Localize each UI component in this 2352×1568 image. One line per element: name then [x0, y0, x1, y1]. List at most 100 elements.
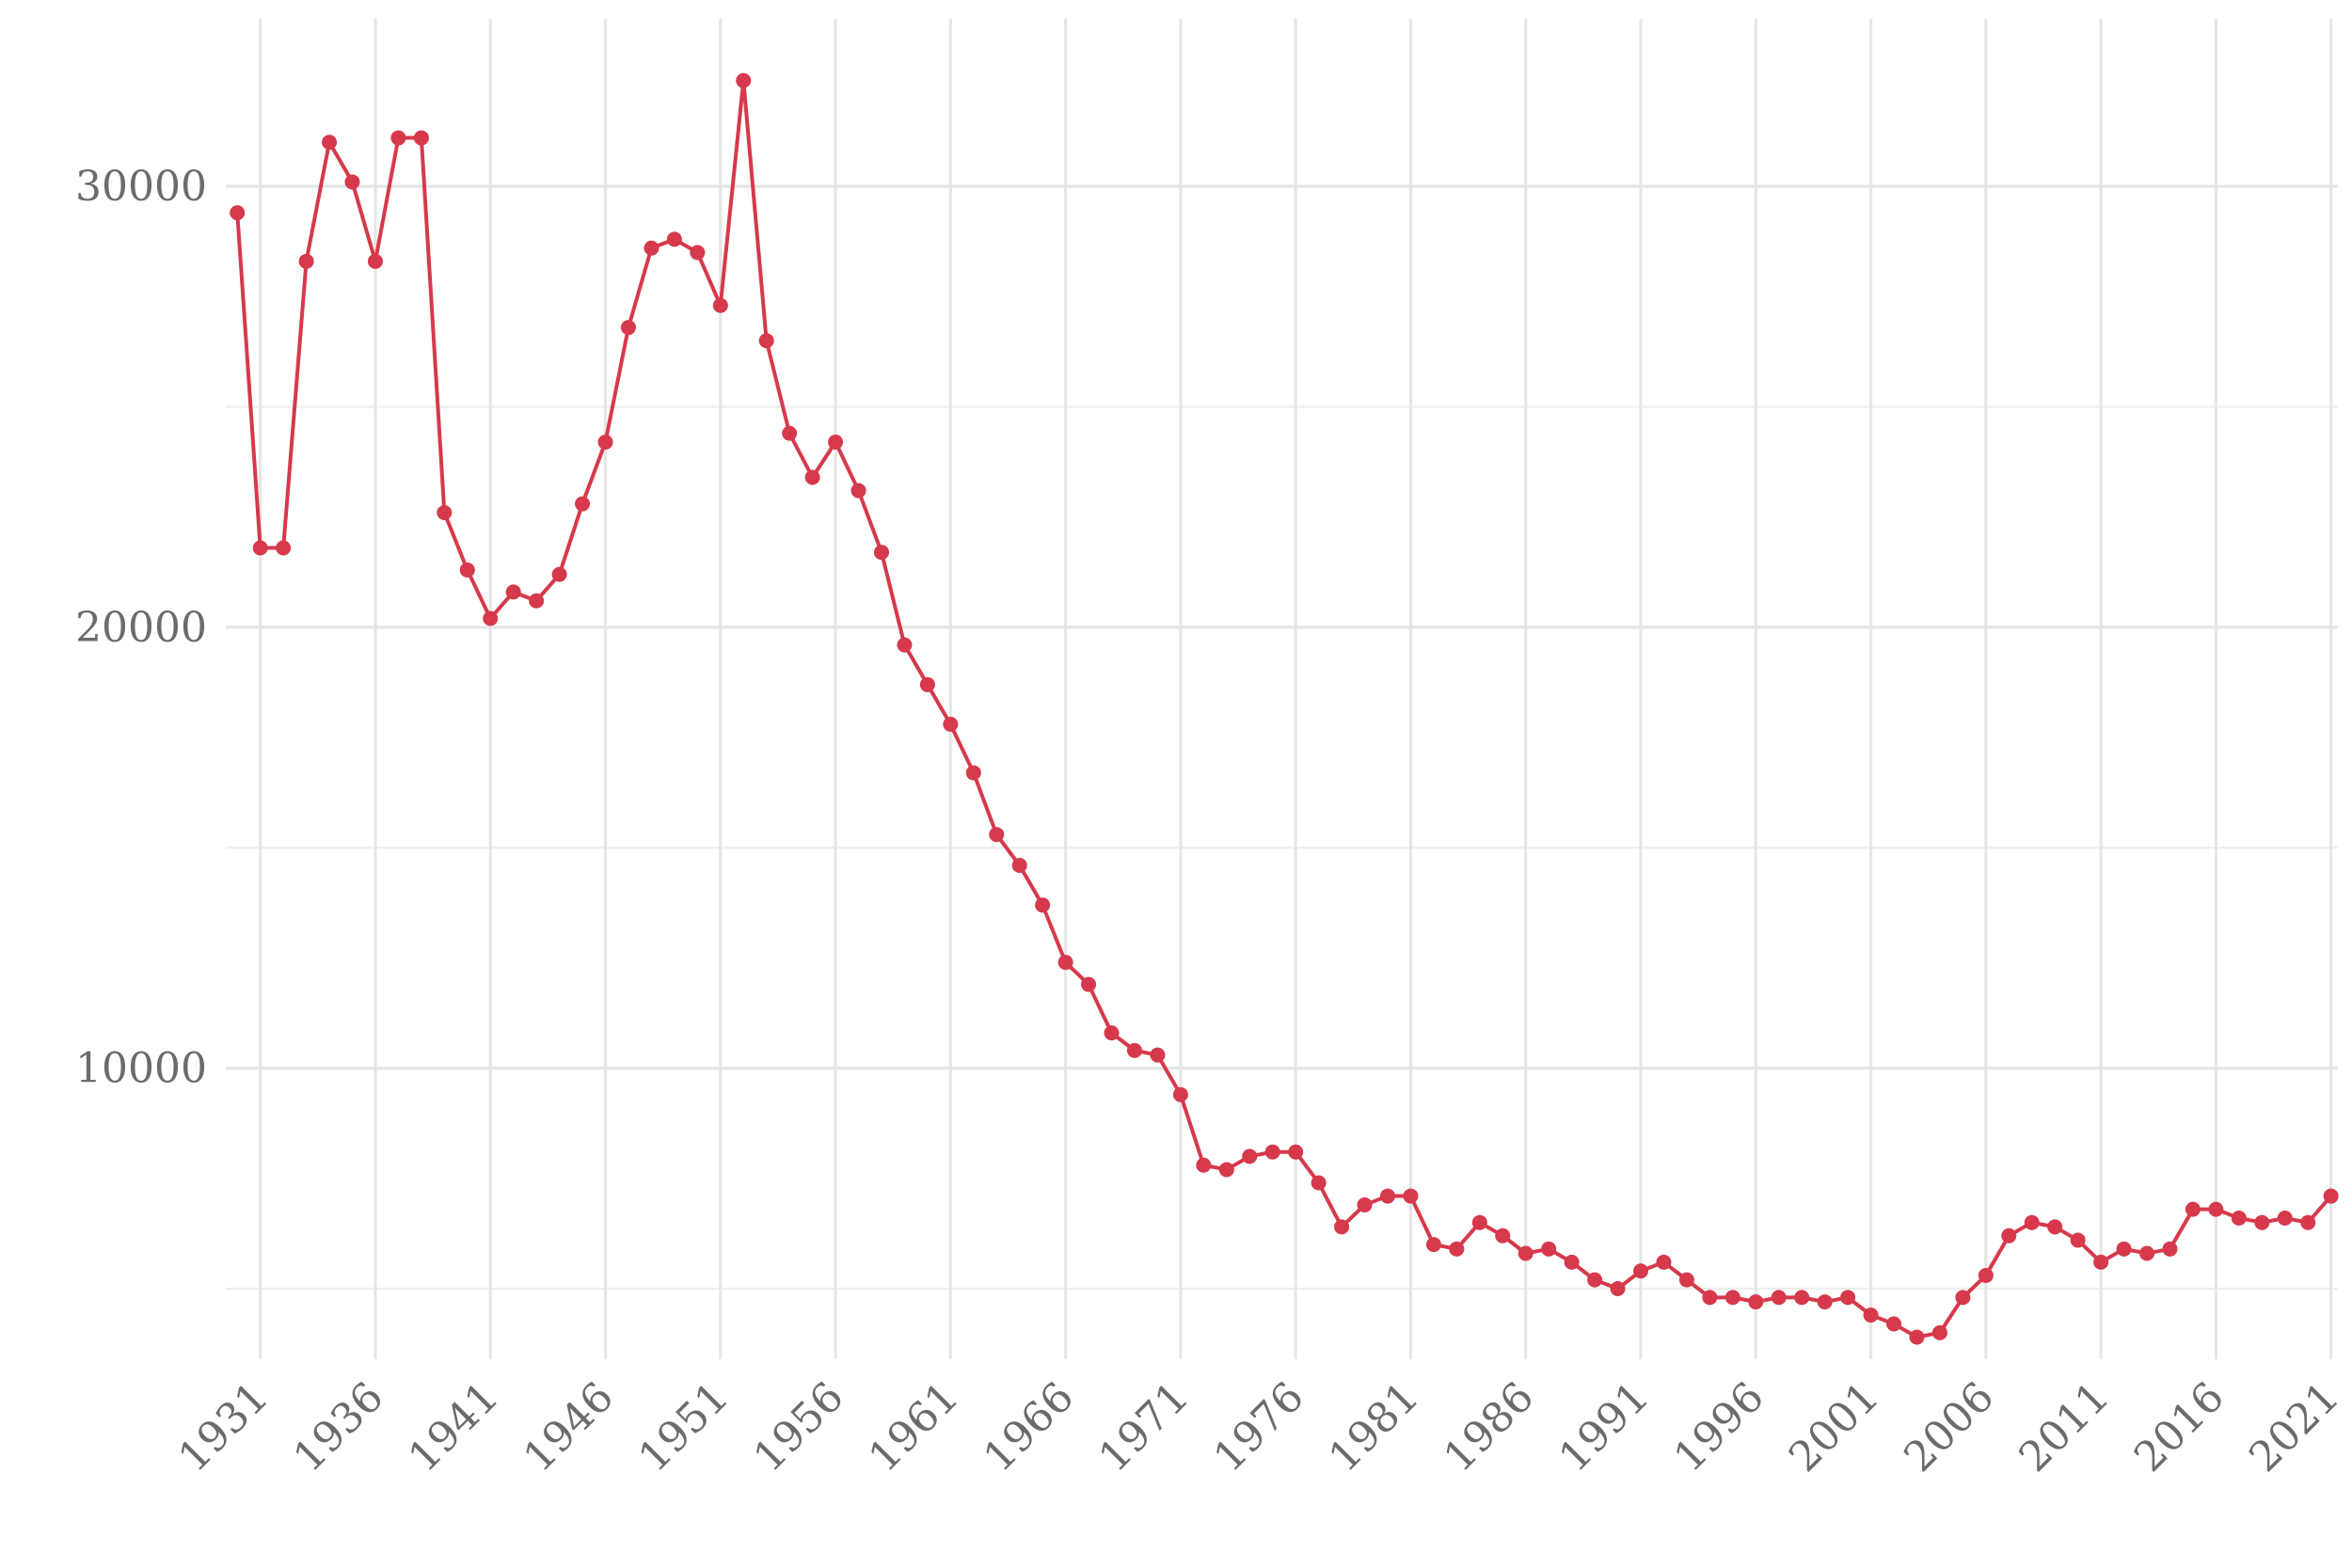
data-point [1955, 1290, 1971, 1306]
data-point [529, 593, 545, 609]
data-point [1104, 1025, 1120, 1041]
x-tick-label: 1951 [629, 1373, 738, 1481]
y-tick-label: 10000 [75, 1045, 207, 1093]
data-point [2162, 1241, 2178, 1257]
data-point [2185, 1201, 2201, 1217]
data-point [551, 566, 567, 582]
data-point [2323, 1188, 2339, 1204]
x-tick-label: 1966 [975, 1373, 1083, 1481]
data-point [2139, 1245, 2155, 1261]
x-tick-label: 2011 [2010, 1373, 2119, 1481]
data-point [1863, 1307, 1879, 1323]
data-point [597, 435, 613, 450]
data-point [413, 130, 429, 146]
data-point [736, 72, 752, 88]
data-point [666, 231, 682, 247]
x-tick-label: 1931 [169, 1373, 278, 1481]
data-point [322, 135, 338, 150]
data-point [2001, 1227, 2017, 1243]
data-point [1495, 1227, 1511, 1243]
data-point [1449, 1241, 1465, 1257]
data-point [1357, 1196, 1373, 1212]
data-point [1264, 1144, 1280, 1160]
data-point [1196, 1157, 1212, 1173]
data-point [1794, 1290, 1810, 1306]
x-tick-label: 1956 [744, 1373, 852, 1481]
data-point [483, 610, 499, 626]
data-point [1518, 1245, 1534, 1261]
data-point [1057, 955, 1073, 971]
data-point [1909, 1329, 1925, 1345]
data-point [1610, 1281, 1626, 1296]
data-point [276, 540, 292, 556]
data-point [1978, 1267, 1994, 1283]
data-point [298, 253, 314, 269]
data-point [919, 676, 935, 692]
data-point [1334, 1219, 1350, 1235]
data-point [1218, 1162, 1234, 1178]
data-point [505, 584, 521, 600]
data-point [1379, 1188, 1395, 1204]
y-axis-tick-labels: 10000 20000 30000 [75, 163, 207, 1093]
major-gridlines [226, 19, 2338, 1359]
x-tick-label: 1941 [400, 1373, 508, 1481]
data-point [1587, 1272, 1603, 1288]
minor-gridlines [226, 405, 2338, 1291]
x-tick-label: 1986 [1435, 1373, 1543, 1481]
data-point [2093, 1254, 2109, 1270]
data-point [1931, 1324, 1947, 1340]
data-point [2231, 1211, 2247, 1226]
data-point [367, 253, 383, 269]
x-tick-label: 1976 [1205, 1373, 1313, 1481]
series-area [230, 72, 2339, 1345]
x-tick-label: 1991 [1549, 1373, 1658, 1481]
data-point [850, 483, 866, 499]
data-point [344, 174, 360, 190]
data-point [965, 765, 981, 781]
x-tick-label: 1936 [284, 1373, 392, 1481]
y-tick-label: 20000 [75, 604, 207, 652]
x-tick-label: 2021 [2240, 1373, 2348, 1481]
data-point [2047, 1219, 2063, 1235]
data-point [782, 425, 798, 441]
data-point [1633, 1263, 1649, 1279]
data-point [1403, 1188, 1419, 1204]
data-point [1242, 1148, 1258, 1164]
x-tick-label: 2016 [2125, 1373, 2233, 1481]
data-point [1471, 1214, 1487, 1230]
data-point [1081, 976, 1097, 992]
data-point [2277, 1211, 2293, 1226]
data-point [2116, 1241, 2132, 1257]
data-point [804, 469, 820, 485]
data-point [1541, 1241, 1557, 1257]
data-point [1011, 858, 1027, 873]
data-point [1311, 1175, 1327, 1191]
data-point [437, 505, 453, 520]
data-point [2024, 1214, 2040, 1230]
data-point [1817, 1294, 1833, 1310]
data-point [620, 320, 636, 336]
data-point [690, 245, 706, 261]
data-point [828, 435, 844, 450]
data-point [1724, 1290, 1740, 1306]
data-point [390, 130, 406, 146]
data-point [1771, 1290, 1787, 1306]
data-point [459, 562, 475, 578]
data-point [2208, 1201, 2224, 1217]
data-point [989, 827, 1005, 843]
data-point [1656, 1254, 1672, 1270]
data-point [1702, 1290, 1718, 1306]
data-point [1150, 1047, 1166, 1063]
x-tick-label: 1946 [515, 1373, 623, 1481]
data-point [1035, 897, 1051, 913]
data-point [1840, 1290, 1856, 1306]
data-point [897, 637, 913, 653]
data-point [575, 496, 591, 512]
x-tick-label: 2006 [1895, 1373, 2003, 1481]
data-point [1425, 1237, 1441, 1253]
data-point [1564, 1254, 1580, 1270]
x-tick-label: 1981 [1320, 1373, 1428, 1481]
x-axis-tick-labels: 1931 1936 1941 1946 1951 1956 1961 1966 1971 1976… [169, 1373, 2348, 1481]
data-point [644, 240, 660, 256]
